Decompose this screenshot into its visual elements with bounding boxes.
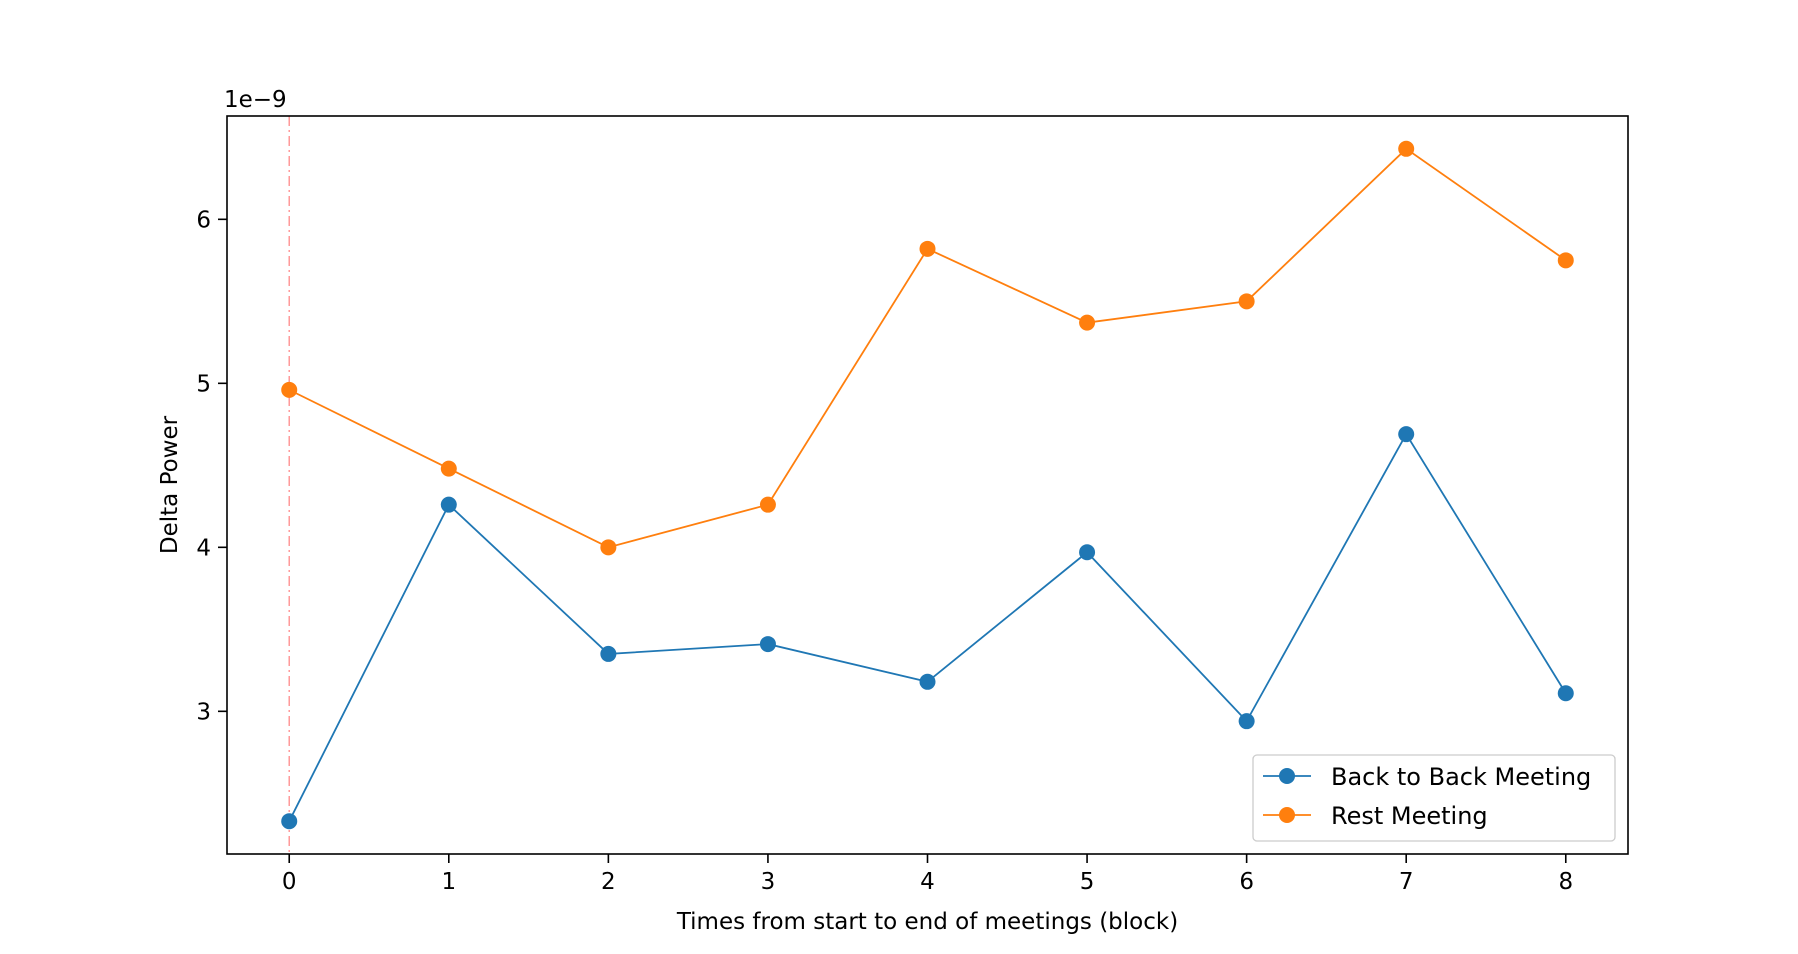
- y-offset-label: 1e−9: [224, 87, 287, 113]
- x-tick-label: 1: [441, 869, 456, 895]
- data-point: [919, 673, 936, 690]
- data-point: [600, 645, 617, 662]
- legend-marker-0: [1279, 768, 1295, 784]
- data-point: [919, 240, 936, 257]
- data-point: [281, 381, 298, 398]
- legend-label-0: Back to Back Meeting: [1331, 763, 1591, 791]
- data-point: [600, 539, 617, 556]
- y-axis: 3 4 5 6: [196, 207, 227, 725]
- data-point: [759, 496, 776, 513]
- data-point: [1398, 140, 1415, 157]
- data-point: [759, 636, 776, 653]
- x-axis-label: Times from start to end of meetings (blo…: [676, 909, 1178, 935]
- x-tick-label: 6: [1239, 869, 1254, 895]
- data-point: [440, 460, 457, 477]
- legend-label-1: Rest Meeting: [1331, 802, 1488, 830]
- data-point: [440, 496, 457, 513]
- y-tick-label: 6: [196, 207, 211, 233]
- data-point: [1238, 713, 1255, 730]
- data-point: [1557, 685, 1574, 702]
- x-axis: 0 1 2 3 4 5 6 7 8: [282, 854, 1573, 895]
- x-tick-label: 0: [282, 869, 297, 895]
- x-tick-label: 8: [1558, 869, 1573, 895]
- data-point: [1079, 314, 1096, 331]
- x-tick-label: 2: [601, 869, 616, 895]
- y-tick-label: 3: [196, 699, 211, 725]
- y-tick-label: 5: [196, 371, 211, 397]
- y-axis-label: Delta Power: [157, 415, 183, 554]
- x-tick-label: 3: [761, 869, 776, 895]
- x-tick-label: 4: [920, 869, 935, 895]
- x-tick-label: 5: [1080, 869, 1095, 895]
- plot-area: [281, 116, 1574, 854]
- y-tick-label: 4: [196, 535, 211, 561]
- data-point: [1398, 426, 1415, 443]
- data-point: [281, 813, 298, 830]
- data-point: [1238, 293, 1255, 310]
- data-point: [1557, 252, 1574, 269]
- x-tick-label: 7: [1399, 869, 1414, 895]
- legend-box: [1252, 754, 1616, 842]
- data-point: [1079, 544, 1096, 561]
- legend: Back to Back Meeting Rest Meeting: [1252, 754, 1616, 842]
- legend-marker-1: [1279, 807, 1295, 823]
